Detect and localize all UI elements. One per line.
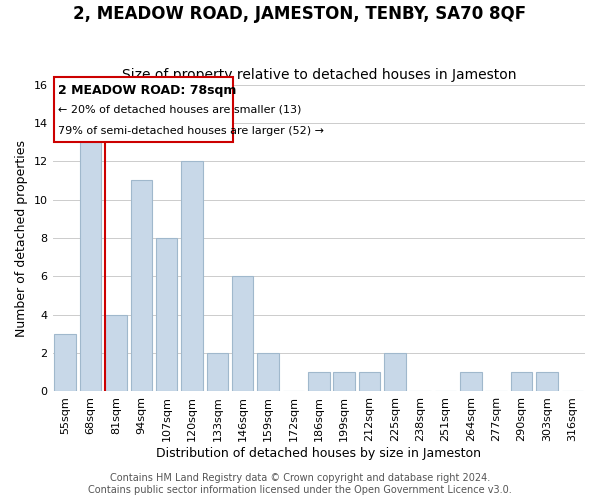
Bar (105, 314, 127, 392)
Text: 2, MEADOW ROAD, JAMESTON, TENBY, SA70 8QF: 2, MEADOW ROAD, JAMESTON, TENBY, SA70 8Q… (73, 5, 527, 23)
Bar (384, 353, 406, 392)
FancyBboxPatch shape (54, 77, 233, 142)
Bar (232, 276, 253, 392)
Bar (156, 238, 178, 392)
Bar (308, 372, 329, 392)
Bar (359, 372, 380, 392)
Title: Size of property relative to detached houses in Jameston: Size of property relative to detached ho… (122, 68, 516, 82)
Bar (257, 353, 279, 392)
Bar (206, 353, 228, 392)
Bar (511, 372, 532, 392)
Bar (55, 334, 76, 392)
Bar (536, 372, 558, 392)
Text: 2 MEADOW ROAD: 78sqm: 2 MEADOW ROAD: 78sqm (58, 84, 236, 96)
Y-axis label: Number of detached properties: Number of detached properties (15, 140, 28, 336)
Bar (460, 372, 482, 392)
Text: ← 20% of detached houses are smaller (13): ← 20% of detached houses are smaller (13… (58, 104, 301, 115)
Bar (80, 142, 101, 392)
Text: Contains HM Land Registry data © Crown copyright and database right 2024.
Contai: Contains HM Land Registry data © Crown c… (88, 474, 512, 495)
Bar (131, 180, 152, 392)
X-axis label: Distribution of detached houses by size in Jameston: Distribution of detached houses by size … (156, 447, 481, 460)
Bar (181, 162, 203, 392)
Text: 79% of semi-detached houses are larger (52) →: 79% of semi-detached houses are larger (… (58, 126, 323, 136)
Bar (334, 372, 355, 392)
